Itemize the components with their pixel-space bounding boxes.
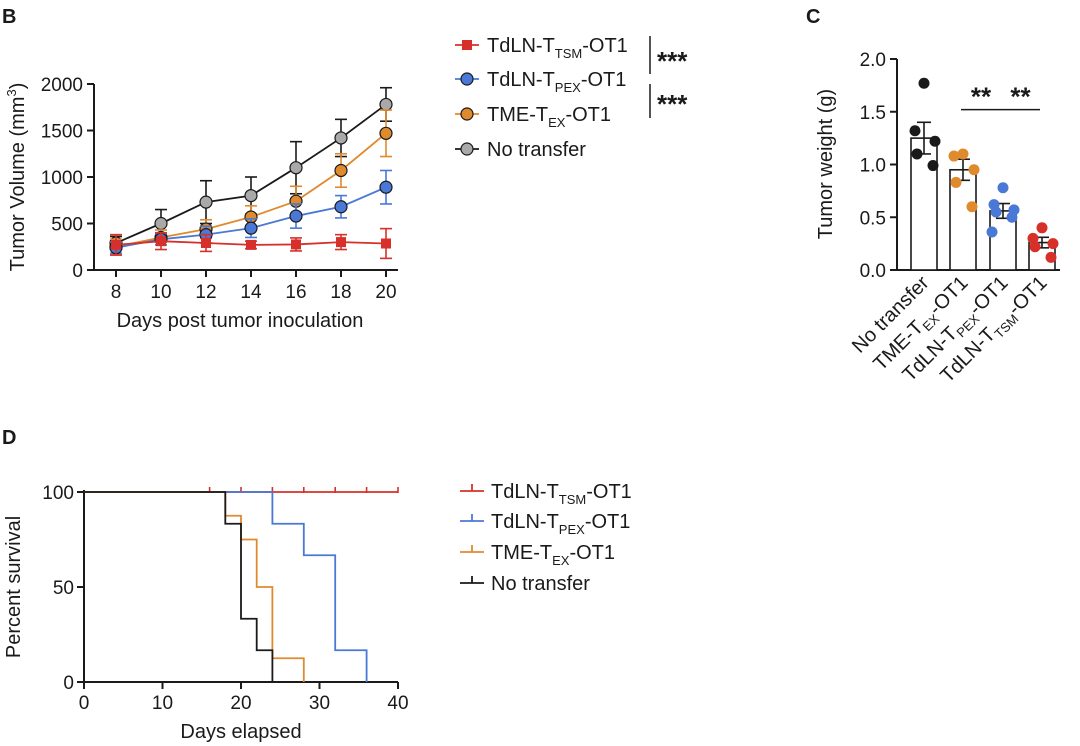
panel-b-point-tsm: [156, 236, 166, 247]
panel-c-point-tex: [968, 164, 980, 176]
panel-c-point-pex: [990, 206, 1002, 218]
legend-d-label-pex: TdLN-TPEX-OT1: [491, 511, 630, 537]
panel-b-point-none: [199, 195, 213, 209]
panel-c-point-none: [929, 135, 941, 147]
panel-b-y-tick-label: 1500: [41, 122, 83, 143]
panel-b-point-tex: [379, 126, 393, 140]
panel-b-y-tick-label: 0: [72, 261, 83, 282]
panel-b-point-tsm: [111, 239, 121, 250]
panel-c-point-none: [909, 125, 921, 137]
panel-c-point-tsm: [1047, 238, 1059, 250]
panel-c-point-pex: [986, 226, 998, 238]
panel-b-x-tick-label: 8: [111, 282, 122, 303]
panel-c-point-tex: [948, 150, 960, 162]
panel-c-y-tick-label: 0.5: [860, 208, 886, 229]
panel-c-y-tick-label: 0.0: [860, 261, 886, 282]
panel-b-point-none: [244, 189, 258, 203]
panel-letter-b: B: [2, 6, 16, 28]
panel-b-point-pex: [289, 209, 303, 223]
panel-b-point-none: [154, 216, 168, 231]
legend-b-label-none: No transfer: [487, 139, 586, 161]
panel-d-y-axis-title: Percent survival: [3, 516, 25, 658]
panel-b-point-pex: [379, 180, 393, 194]
panel-c-significance-stars: **: [1010, 82, 1031, 112]
panel-b-point-none: [289, 161, 303, 175]
legend-d-label-tex: TME-TEX-OT1: [491, 542, 615, 568]
legend-b-marker-tex: [460, 107, 474, 121]
panel-b-point-tsm: [336, 237, 346, 248]
panel-b-y-tick-label: 500: [51, 215, 83, 236]
panel-b-x-axis-title: Days post tumor inoculation: [117, 310, 364, 332]
panel-d-x-axis-title: Days elapsed: [180, 721, 301, 743]
panel-b-y-tick-label: 2000: [41, 75, 83, 96]
panel-d-y-tick-label: 50: [53, 578, 74, 599]
legend-b-significance-stars: ***: [657, 89, 688, 119]
panel-c-point-tsm: [1027, 232, 1039, 244]
panel-c-y-tick-label: 2.0: [860, 50, 886, 71]
panel-b-point-none: [334, 131, 348, 145]
panel-c-point-none: [911, 148, 923, 160]
panel-d-x-tick-label: 20: [230, 693, 251, 714]
panel-c-point-none: [918, 77, 930, 89]
panel-b-y-tick-label: 1000: [41, 168, 83, 189]
panel-d-survival-curve-tex: [84, 491, 305, 682]
panel-c-point-tex: [966, 201, 978, 213]
panel-c-point-tsm: [1036, 222, 1048, 234]
panel-c-point-tex: [950, 176, 962, 188]
panel-c-point-pex: [1006, 211, 1018, 223]
legend-b-marker-none: [460, 142, 474, 156]
panel-b-point-tsm: [291, 239, 301, 250]
panel-c-point-pex: [997, 182, 1009, 194]
panel-d-x-tick-label: 10: [152, 693, 173, 714]
panel-d-x-tick-label: 0: [79, 693, 90, 714]
panel-b-point-tsm: [381, 238, 391, 249]
panel-b-x-tick-label: 10: [150, 282, 171, 303]
legend-b-marker-tsm: [462, 40, 472, 50]
panel-b-x-tick-label: 16: [285, 282, 306, 303]
panel-letter-d: D: [2, 427, 16, 449]
legend-d-label-none: No transfer: [491, 573, 590, 595]
panel-c-point-tsm: [1029, 241, 1041, 253]
panel-b-x-tick-label: 20: [375, 282, 396, 303]
panel-b-x-tick-label: 12: [195, 282, 216, 303]
panel-c-significance-stars: **: [971, 82, 992, 112]
legend-d-label-tsm: TdLN-TTSM-OT1: [491, 481, 632, 507]
panel-d-legend: TdLN-TTSM-OT1 TdLN-TPEX-OT1 TME-TEX-OT1 No …: [460, 481, 632, 595]
panel-b-point-tex: [334, 163, 348, 178]
panel-d-survival-curve-none: [84, 491, 274, 682]
legend-b-significance-stars: ***: [657, 46, 688, 76]
legend-b-label-tex: TME-TEX-OT1: [487, 104, 611, 130]
panel-b-legend: TdLN-TTSM-OT1 TdLN-TPEX-OT1 TME-TEX-OT1 No …: [455, 35, 688, 161]
panel-b-point-tsm: [246, 239, 256, 250]
panel-b-y-axis-title: Tumor Volume (mm3): [4, 83, 29, 272]
panel-d-x-tick-label: 40: [387, 693, 408, 714]
legend-b-label-tsm: TdLN-TTSM-OT1: [487, 35, 628, 61]
panel-d-y-tick-label: 0: [63, 673, 74, 694]
panel-b-point-tsm: [201, 238, 211, 249]
panel-d-survival-curve-pex: [84, 491, 368, 682]
panel-d-y-tick-label: 100: [42, 483, 74, 504]
panel-b-x-tick-label: 14: [240, 282, 262, 303]
panel-b-tumor-volume-chart: 0 500 1000 1500 2000 8 10 12 14 16 18 20 Days post t…: [4, 75, 398, 332]
panel-c-y-tick-label: 1.5: [860, 103, 886, 124]
panel-d-survival-chart: 0 50 100 0 10 20 30 40 Days elapsed Percent survi…: [3, 483, 409, 743]
legend-b-label-pex: TdLN-TPEX-OT1: [487, 69, 626, 95]
legend-b-marker-pex: [460, 72, 474, 86]
panel-c-y-tick-label: 1.0: [860, 156, 886, 177]
panel-c-point-none: [927, 160, 939, 172]
panel-d-x-tick-label: 30: [309, 693, 330, 714]
panel-b-point-pex: [244, 221, 258, 235]
panel-c-point-tsm: [1045, 251, 1057, 263]
panel-c-y-axis-title: Tumor weight (g): [815, 89, 837, 239]
panel-b-point-none: [379, 97, 393, 112]
panel-letter-c: C: [806, 6, 820, 28]
panel-b-x-tick-label: 18: [330, 282, 351, 303]
panel-b-point-pex: [334, 200, 348, 214]
panel-c-point-tex: [957, 148, 969, 160]
